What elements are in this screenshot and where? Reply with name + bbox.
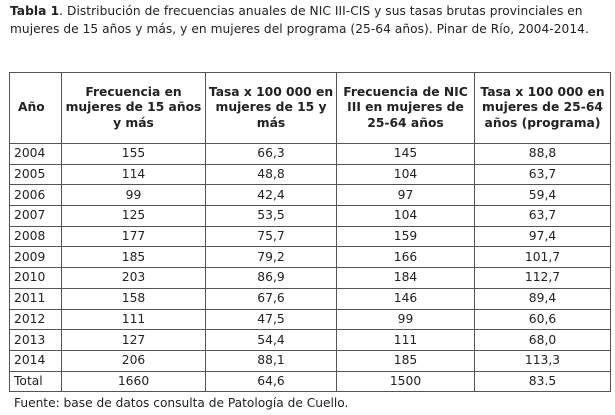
cell-value: 63,7 bbox=[474, 163, 611, 186]
cell-year: 2009 bbox=[9, 246, 62, 269]
cell-value: 112,7 bbox=[474, 267, 611, 289]
cell-value: 99 bbox=[336, 308, 475, 331]
cell-value: 54,4 bbox=[205, 329, 337, 351]
table-row: 2005 114 48,8 104 63,7 bbox=[9, 163, 611, 186]
header-freq-15: Frecuencia en mujeres de 15 años y más bbox=[61, 72, 206, 144]
cell-value: 1500 bbox=[336, 370, 475, 393]
table-row: 2012 111 47,5 99 60,6 bbox=[9, 308, 611, 331]
caption-text: . Distribución de frecuencias anuales de… bbox=[10, 4, 589, 36]
header-rate-25-64: Tasa x 100 000 en mujeres de 25-64 años … bbox=[474, 72, 611, 144]
cell-value: 159 bbox=[336, 225, 475, 248]
cell-value: 47,5 bbox=[205, 308, 337, 331]
header-year: Año bbox=[9, 72, 62, 144]
cell-year: 2006 bbox=[9, 184, 62, 207]
cell-value: 203 bbox=[61, 267, 206, 289]
cell-value: 83.5 bbox=[474, 370, 611, 393]
footnote: Fuente: base de datos consulta de Patolo… bbox=[14, 396, 349, 410]
cell-value: 104 bbox=[336, 163, 475, 186]
cell-value: 88,8 bbox=[474, 143, 611, 165]
cell-value: 97,4 bbox=[474, 225, 611, 248]
cell-value: 127 bbox=[61, 329, 206, 351]
cell-value: 53,5 bbox=[205, 205, 337, 227]
cell-value: 42,4 bbox=[205, 184, 337, 207]
table-caption: Tabla 1. Distribución de frecuencias anu… bbox=[10, 3, 608, 38]
cell-value: 48,8 bbox=[205, 163, 337, 186]
table-row: 2014 206 88,1 185 113,3 bbox=[9, 349, 611, 372]
cell-year: Total bbox=[9, 370, 62, 393]
cell-value: 1660 bbox=[61, 370, 206, 393]
table-header-row: Año Frecuencia en mujeres de 15 años y m… bbox=[9, 72, 611, 144]
cell-value: 64,6 bbox=[205, 370, 337, 393]
header-rate-15: Tasa x 100 000 en mujeres de 15 y más bbox=[205, 72, 337, 144]
cell-year: 2008 bbox=[9, 225, 62, 248]
cell-value: 184 bbox=[336, 267, 475, 289]
cell-value: 177 bbox=[61, 225, 206, 248]
cell-value: 185 bbox=[336, 349, 475, 372]
table-row: 2006 99 42,4 97 59,4 bbox=[9, 184, 611, 207]
table-row: 2004 155 66,3 145 88,8 bbox=[9, 143, 611, 165]
cell-value: 60,6 bbox=[474, 308, 611, 331]
cell-value: 63,7 bbox=[474, 205, 611, 227]
cell-year: 2011 bbox=[9, 287, 62, 310]
table-row: 2007 125 53,5 104 63,7 bbox=[9, 205, 611, 227]
cell-value: 75,7 bbox=[205, 225, 337, 248]
cell-value: 89,4 bbox=[474, 287, 611, 310]
caption-label: Tabla 1 bbox=[10, 4, 60, 18]
cell-value: 99 bbox=[61, 184, 206, 207]
cell-value: 79,2 bbox=[205, 246, 337, 269]
table-row: Total 1660 64,6 1500 83.5 bbox=[9, 370, 611, 393]
cell-year: 2004 bbox=[9, 143, 62, 165]
header-freq-25-64: Frecuencia de NIC III en mujeres de 25-6… bbox=[336, 72, 475, 144]
cell-value: 104 bbox=[336, 205, 475, 227]
cell-value: 114 bbox=[61, 163, 206, 186]
cell-value: 206 bbox=[61, 349, 206, 372]
cell-value: 166 bbox=[336, 246, 475, 269]
cell-year: 2007 bbox=[9, 205, 62, 227]
cell-value: 97 bbox=[336, 184, 475, 207]
cell-value: 59,4 bbox=[474, 184, 611, 207]
cell-year: 2012 bbox=[9, 308, 62, 331]
cell-value: 185 bbox=[61, 246, 206, 269]
cell-value: 155 bbox=[61, 143, 206, 165]
table-row: 2009 185 79,2 166 101,7 bbox=[9, 246, 611, 269]
cell-value: 146 bbox=[336, 287, 475, 310]
table-row: 2010 203 86,9 184 112,7 bbox=[9, 267, 611, 289]
cell-value: 67,6 bbox=[205, 287, 337, 310]
cell-value: 158 bbox=[61, 287, 206, 310]
table-row: 2008 177 75,7 159 97,4 bbox=[9, 225, 611, 248]
cell-value: 111 bbox=[336, 329, 475, 351]
cell-value: 88,1 bbox=[205, 349, 337, 372]
cell-value: 101,7 bbox=[474, 246, 611, 269]
cell-year: 2010 bbox=[9, 267, 62, 289]
cell-value: 68,0 bbox=[474, 329, 611, 351]
cell-value: 125 bbox=[61, 205, 206, 227]
data-table: Año Frecuencia en mujeres de 15 años y m… bbox=[9, 72, 611, 393]
cell-value: 111 bbox=[61, 308, 206, 331]
cell-year: 2005 bbox=[9, 163, 62, 186]
table-row: 2013 127 54,4 111 68,0 bbox=[9, 329, 611, 351]
cell-value: 113,3 bbox=[474, 349, 611, 372]
cell-value: 66,3 bbox=[205, 143, 337, 165]
table-row: 2011 158 67,6 146 89,4 bbox=[9, 287, 611, 310]
cell-value: 145 bbox=[336, 143, 475, 165]
cell-value: 86,9 bbox=[205, 267, 337, 289]
cell-year: 2014 bbox=[9, 349, 62, 372]
cell-year: 2013 bbox=[9, 329, 62, 351]
